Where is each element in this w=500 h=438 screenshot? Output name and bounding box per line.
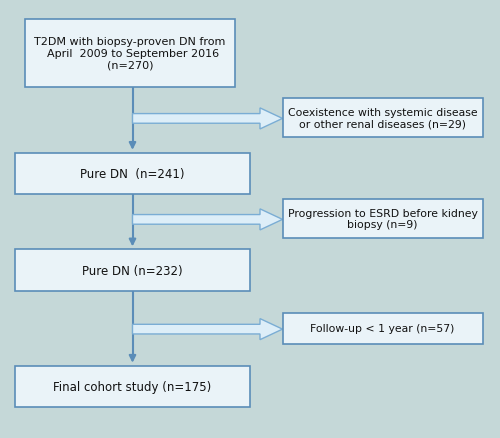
FancyArrow shape [132, 209, 282, 230]
FancyBboxPatch shape [15, 366, 250, 407]
FancyBboxPatch shape [15, 250, 250, 291]
FancyBboxPatch shape [15, 153, 250, 195]
FancyArrow shape [132, 319, 282, 340]
FancyBboxPatch shape [282, 99, 482, 138]
Text: Final cohort study (n=175): Final cohort study (n=175) [54, 380, 212, 393]
FancyBboxPatch shape [282, 313, 482, 344]
Text: Coexistence with systemic disease
or other renal diseases (n=29): Coexistence with systemic disease or oth… [288, 107, 478, 129]
Text: Pure DN  (n=241): Pure DN (n=241) [80, 168, 185, 180]
FancyBboxPatch shape [25, 20, 235, 88]
Text: T2DM with biopsy-proven DN from
  April  2009 to September 2016
(n=270): T2DM with biopsy-proven DN from April 20… [34, 37, 226, 70]
FancyArrow shape [132, 109, 282, 130]
Text: Pure DN (n=232): Pure DN (n=232) [82, 264, 183, 277]
Text: Progression to ESRD before kidney
biopsy (n=9): Progression to ESRD before kidney biopsy… [288, 208, 478, 230]
Text: Follow-up < 1 year (n=57): Follow-up < 1 year (n=57) [310, 324, 454, 333]
FancyBboxPatch shape [282, 199, 482, 239]
